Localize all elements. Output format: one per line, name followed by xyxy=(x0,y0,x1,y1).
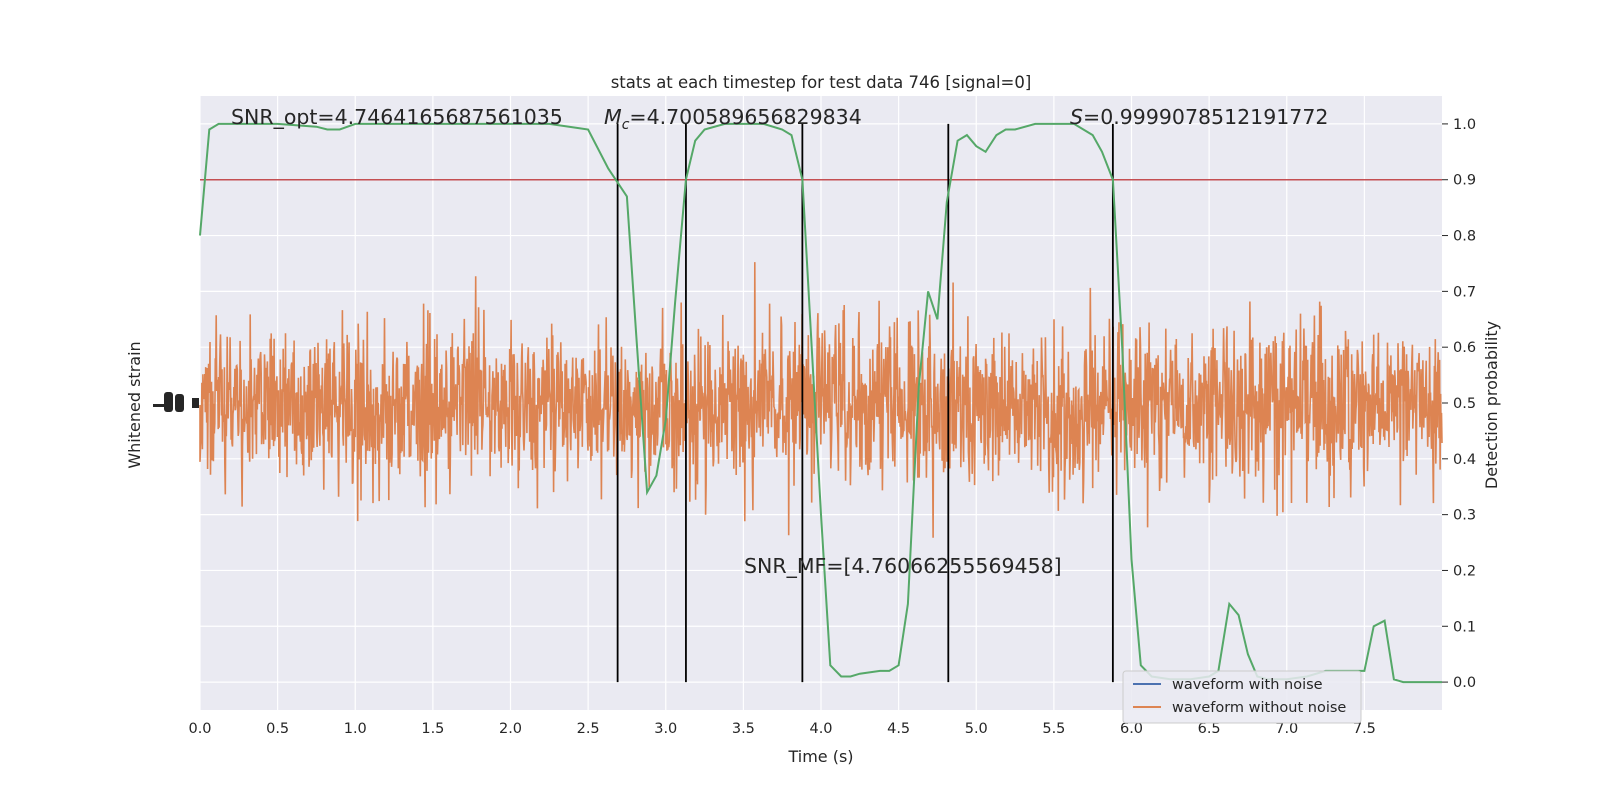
x-tick-label: 6.5 xyxy=(1198,721,1221,737)
x-axis-ticks: 0.0 0.5 1.0 1.5 2.0 2.5 3.0 3.5 4.0 4.5 5.0 5.5 6.0 6… xyxy=(188,721,1375,737)
snr-mf-annotation: SNR_MF=[4.76066255569458] xyxy=(744,554,1062,579)
noise-trace xyxy=(199,262,1443,538)
y-tick-label: 0.6 xyxy=(1453,340,1476,356)
x-tick-label: 3.5 xyxy=(732,721,755,737)
y-tick-label: 0.0 xyxy=(1453,675,1476,691)
x-tick-label: 6.0 xyxy=(1120,721,1143,737)
legend: waveform with noise waveform without noi… xyxy=(1122,670,1362,724)
y-axis-ticks: 0.0 0.1 0.2 0.3 0.4 0.5 0.6 0.7 0.8 0.9 1.0 xyxy=(1442,117,1476,691)
chart-title: stats at each timestep for test data 746… xyxy=(611,73,1032,92)
x-tick-label: 0.5 xyxy=(266,721,289,737)
x-tick-label: 7.5 xyxy=(1353,721,1376,737)
y-axis-label-left: Whitened strain xyxy=(125,341,144,468)
left-axis-tick-cluster xyxy=(153,392,199,412)
legend-box xyxy=(1122,670,1362,724)
detection-probability-line xyxy=(199,122,1442,684)
y-tick-label: 0.8 xyxy=(1453,229,1476,245)
y-tick-label: 0.3 xyxy=(1453,508,1476,524)
legend-label-with-noise: waveform with noise xyxy=(1172,677,1323,693)
y-tick-label: 0.5 xyxy=(1453,396,1476,412)
y-tick-label: 0.2 xyxy=(1453,563,1476,579)
spin-annotation: S=0.9999078512191772 xyxy=(1070,105,1328,129)
x-tick-label: 5.5 xyxy=(1042,721,1065,737)
chirp-mass-annotation: Mc=4.700589656829834 xyxy=(604,105,862,133)
x-tick-label: 3.0 xyxy=(654,721,677,737)
mc-value: =4.700589656829834 xyxy=(629,105,861,129)
detection-probability-group xyxy=(199,122,1442,684)
x-tick-label: 4.5 xyxy=(887,721,910,737)
x-tick-label: 5.0 xyxy=(965,721,988,737)
y-tick-label: 0.4 xyxy=(1453,452,1476,468)
y-tick-label: 0.1 xyxy=(1453,619,1476,635)
s-value: =0.9999078512191772 xyxy=(1083,105,1328,129)
x-tick-label: 1.5 xyxy=(421,721,444,737)
mc-symbol: M xyxy=(604,105,622,129)
s-symbol: S xyxy=(1070,105,1083,129)
snr-opt-annotation: SNR_opt=4.7464165687561035 xyxy=(231,105,563,130)
y-tick-label: 0.7 xyxy=(1453,284,1476,300)
y-tick-label: 1.0 xyxy=(1453,117,1476,133)
x-tick-label: 2.5 xyxy=(577,721,600,737)
x-tick-label: 2.0 xyxy=(499,721,522,737)
x-tick-label: 4.0 xyxy=(809,721,832,737)
vertical-markers xyxy=(616,123,1114,683)
y-tick-label: 0.9 xyxy=(1453,173,1476,189)
x-tick-label: 1.0 xyxy=(344,721,367,737)
x-tick-label: 0.0 xyxy=(188,721,211,737)
x-tick-label: 7.0 xyxy=(1275,721,1298,737)
legend-label-without-noise: waveform without noise xyxy=(1172,700,1346,716)
y-axis-label-right: Detection probability xyxy=(1482,321,1501,489)
mc-subscript: c xyxy=(622,117,630,133)
waveform-without-noise-series xyxy=(199,262,1443,538)
x-axis-label: Time (s) xyxy=(787,747,853,766)
